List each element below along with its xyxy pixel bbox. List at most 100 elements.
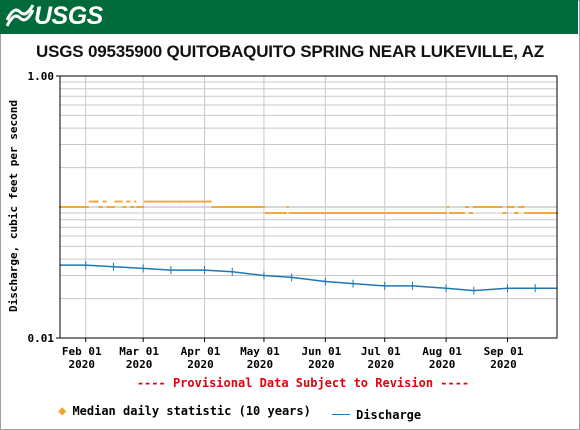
median-point: [303, 211, 306, 214]
median-point: [159, 200, 162, 203]
median-point: [162, 200, 165, 203]
median-point: [506, 206, 509, 208]
median-point: [228, 206, 231, 208]
median-point: [373, 211, 376, 214]
median-point: [334, 211, 337, 214]
median-series: [59, 200, 558, 214]
median-point: [352, 211, 355, 214]
median-point: [271, 211, 274, 214]
median-point: [253, 206, 256, 208]
median-point: [526, 211, 529, 214]
median-point: [224, 206, 227, 208]
median-point: [545, 211, 548, 214]
median-point: [61, 206, 64, 208]
median-point: [551, 211, 554, 214]
median-point: [421, 211, 424, 214]
median-point: [366, 211, 369, 214]
median-point: [324, 211, 327, 214]
median-point: [248, 206, 251, 208]
median-point: [237, 206, 240, 208]
median-point: [436, 211, 439, 214]
median-point: [128, 200, 131, 203]
median-point: [438, 211, 441, 214]
x-tick-year: 2020: [126, 358, 153, 371]
median-point: [543, 211, 546, 214]
median-point: [134, 200, 137, 203]
usgs-logo-icon[interactable]: [6, 4, 34, 30]
median-point: [257, 206, 260, 208]
median-point: [251, 206, 254, 208]
discharge-series: [59, 261, 558, 295]
median-point: [400, 211, 403, 214]
y-tick-label: 0.01: [28, 332, 55, 345]
usgs-logo-text[interactable]: USGS: [34, 2, 103, 30]
y-axis-label: Discharge, cubic feet per second: [7, 100, 20, 312]
median-point: [219, 206, 222, 208]
median-point: [313, 211, 316, 214]
median-point: [392, 211, 395, 214]
median-point: [468, 211, 471, 214]
x-tick-label: Sep 01: [484, 345, 524, 358]
median-point: [415, 211, 418, 214]
median-point: [343, 211, 346, 214]
median-point: [148, 200, 151, 203]
x-tick-label: Mar 01: [119, 345, 159, 358]
median-point: [336, 211, 339, 214]
median-point: [370, 211, 373, 214]
median-point: [424, 211, 427, 214]
median-point: [426, 211, 429, 214]
median-point: [140, 206, 143, 208]
median-point: [520, 206, 523, 208]
median-point: [104, 200, 107, 203]
median-point: [194, 200, 197, 203]
median-point: [290, 211, 293, 214]
median-point: [464, 206, 467, 208]
median-point: [132, 206, 135, 208]
median-point: [379, 211, 382, 214]
median-point: [349, 211, 352, 214]
median-point: [81, 206, 84, 208]
median-point: [485, 206, 488, 208]
x-tick-year: 2020: [247, 358, 274, 371]
median-point: [174, 200, 177, 203]
median-point: [492, 206, 495, 208]
median-point: [470, 211, 473, 214]
median-point: [440, 211, 443, 214]
x-tick-year: 2020: [187, 358, 214, 371]
median-point: [301, 211, 304, 214]
median-point: [198, 200, 201, 203]
discharge-line-icon: [332, 414, 351, 415]
median-point: [472, 206, 475, 208]
median-point: [217, 206, 220, 208]
x-tick-label: Jul 01: [361, 345, 401, 358]
median-point: [102, 200, 105, 203]
median-point: [553, 211, 556, 214]
median-point: [396, 211, 399, 214]
median-point: [196, 200, 199, 203]
median-point: [124, 206, 127, 208]
legend-discharge-label: Discharge: [356, 407, 422, 422]
median-point: [328, 211, 331, 214]
median-point: [417, 211, 420, 214]
median-point: [547, 211, 550, 214]
provisional-data-note: ---- Provisional Data Subject to Revisio…: [136, 376, 470, 390]
median-point: [277, 211, 280, 214]
median-point: [394, 211, 397, 214]
x-tick-label: Aug 01: [422, 345, 462, 358]
median-point: [332, 211, 335, 214]
median-point: [209, 200, 212, 203]
median-point: [213, 206, 216, 208]
median-point: [494, 206, 497, 208]
median-point: [67, 206, 70, 208]
median-point: [292, 211, 295, 214]
median-point: [275, 211, 278, 214]
median-point: [262, 206, 265, 208]
median-point: [192, 200, 195, 203]
median-point: [259, 206, 262, 208]
median-point: [279, 211, 282, 214]
median-point: [65, 206, 68, 208]
median-point: [108, 206, 111, 208]
median-point: [73, 206, 76, 208]
median-point: [284, 211, 287, 214]
